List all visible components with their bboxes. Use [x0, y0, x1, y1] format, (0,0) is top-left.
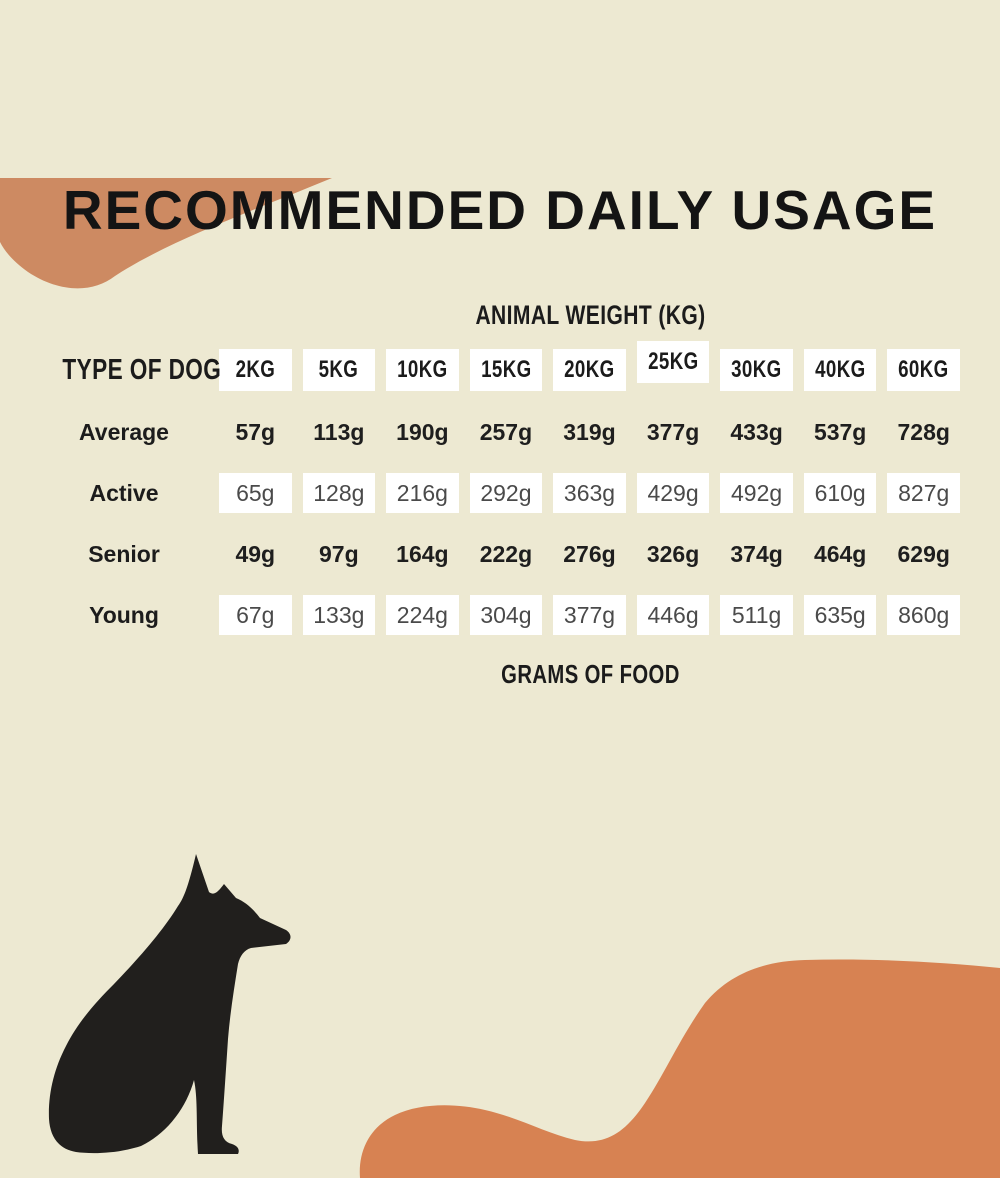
top-left-blob-shape [0, 178, 332, 289]
usage-value-cell: 113g [313, 418, 365, 445]
weight-header-cell: 2KG [219, 349, 292, 391]
usage-value-cell: 429g [636, 473, 710, 513]
row-label-young: Young [89, 601, 159, 628]
usage-value-cell: 276g [563, 540, 616, 567]
bottom-right-blob-shape [359, 959, 1000, 1178]
weight-header-cell: 15KG [469, 349, 543, 391]
weight-header-cell: 20KG [553, 349, 626, 391]
sitting-dog-icon [48, 854, 291, 1154]
weight-header-cell: 40KG [803, 349, 877, 391]
usage-value-cell: 537g [813, 418, 867, 445]
weight-header-cell: 25KG [636, 341, 710, 383]
usage-value-cell: 304g [469, 595, 543, 635]
usage-value-cell: 133g [302, 595, 376, 635]
usage-value-cell: 464g [813, 540, 867, 567]
usage-value-cell: 57g [235, 418, 276, 445]
weight-header-cell: 10KG [386, 349, 459, 391]
usage-value-cell: 635g [803, 595, 877, 635]
usage-value-cell: 433g [730, 418, 783, 445]
usage-value-cell: 319g [563, 418, 616, 445]
grams-of-food-label: GRAMS OF FOOD [500, 659, 680, 689]
usage-value-cell: 377g [646, 418, 700, 445]
usage-value-cell: 377g [553, 595, 626, 635]
page-title: RECOMMENDED DAILY USAGE [62, 179, 938, 241]
usage-value-cell: 374g [730, 540, 783, 567]
usage-value-cell: 222g [479, 540, 533, 567]
usage-value-cell: 190g [396, 418, 449, 445]
usage-value-cell: 629g [897, 540, 950, 567]
usage-value-cell: 65g [219, 473, 292, 513]
usage-value-cell: 292g [469, 473, 543, 513]
usage-value-cell: 511g [720, 595, 793, 635]
usage-value-cell: 728g [897, 418, 950, 445]
usage-value-cell: 216g [386, 473, 459, 513]
usage-value-cell: 224g [386, 595, 459, 635]
usage-table: TYPE OF DOG 2KG 5KG 10KG 15KG 20KG 25KG … [40, 341, 960, 635]
type-of-dog-header: TYPE OF DOG [62, 353, 222, 386]
row-label-average: Average [79, 418, 169, 445]
usage-value-cell: 128g [302, 473, 376, 513]
usage-value-cell: 67g [219, 595, 292, 635]
usage-value-cell: 446g [636, 595, 710, 635]
weight-header-cell: 5KG [302, 349, 376, 391]
row-label-active: Active [89, 479, 159, 506]
usage-value-cell: 363g [553, 473, 626, 513]
animal-weight-axis-label: ANIMAL WEIGHT (KG) [474, 300, 706, 330]
usage-value-cell: 164g [396, 540, 449, 567]
usage-value-cell: 827g [887, 473, 960, 513]
usage-value-cell: 49g [235, 540, 276, 567]
usage-value-cell: 610g [803, 473, 877, 513]
usage-value-cell: 326g [646, 540, 700, 567]
weight-header-cell: 30KG [720, 349, 793, 391]
weight-header-cell: 60KG [887, 349, 960, 391]
usage-value-cell: 97g [319, 540, 359, 567]
row-label-senior: Senior [88, 540, 160, 567]
usage-value-cell: 860g [887, 595, 960, 635]
usage-value-cell: 492g [720, 473, 793, 513]
usage-value-cell: 257g [479, 418, 533, 445]
